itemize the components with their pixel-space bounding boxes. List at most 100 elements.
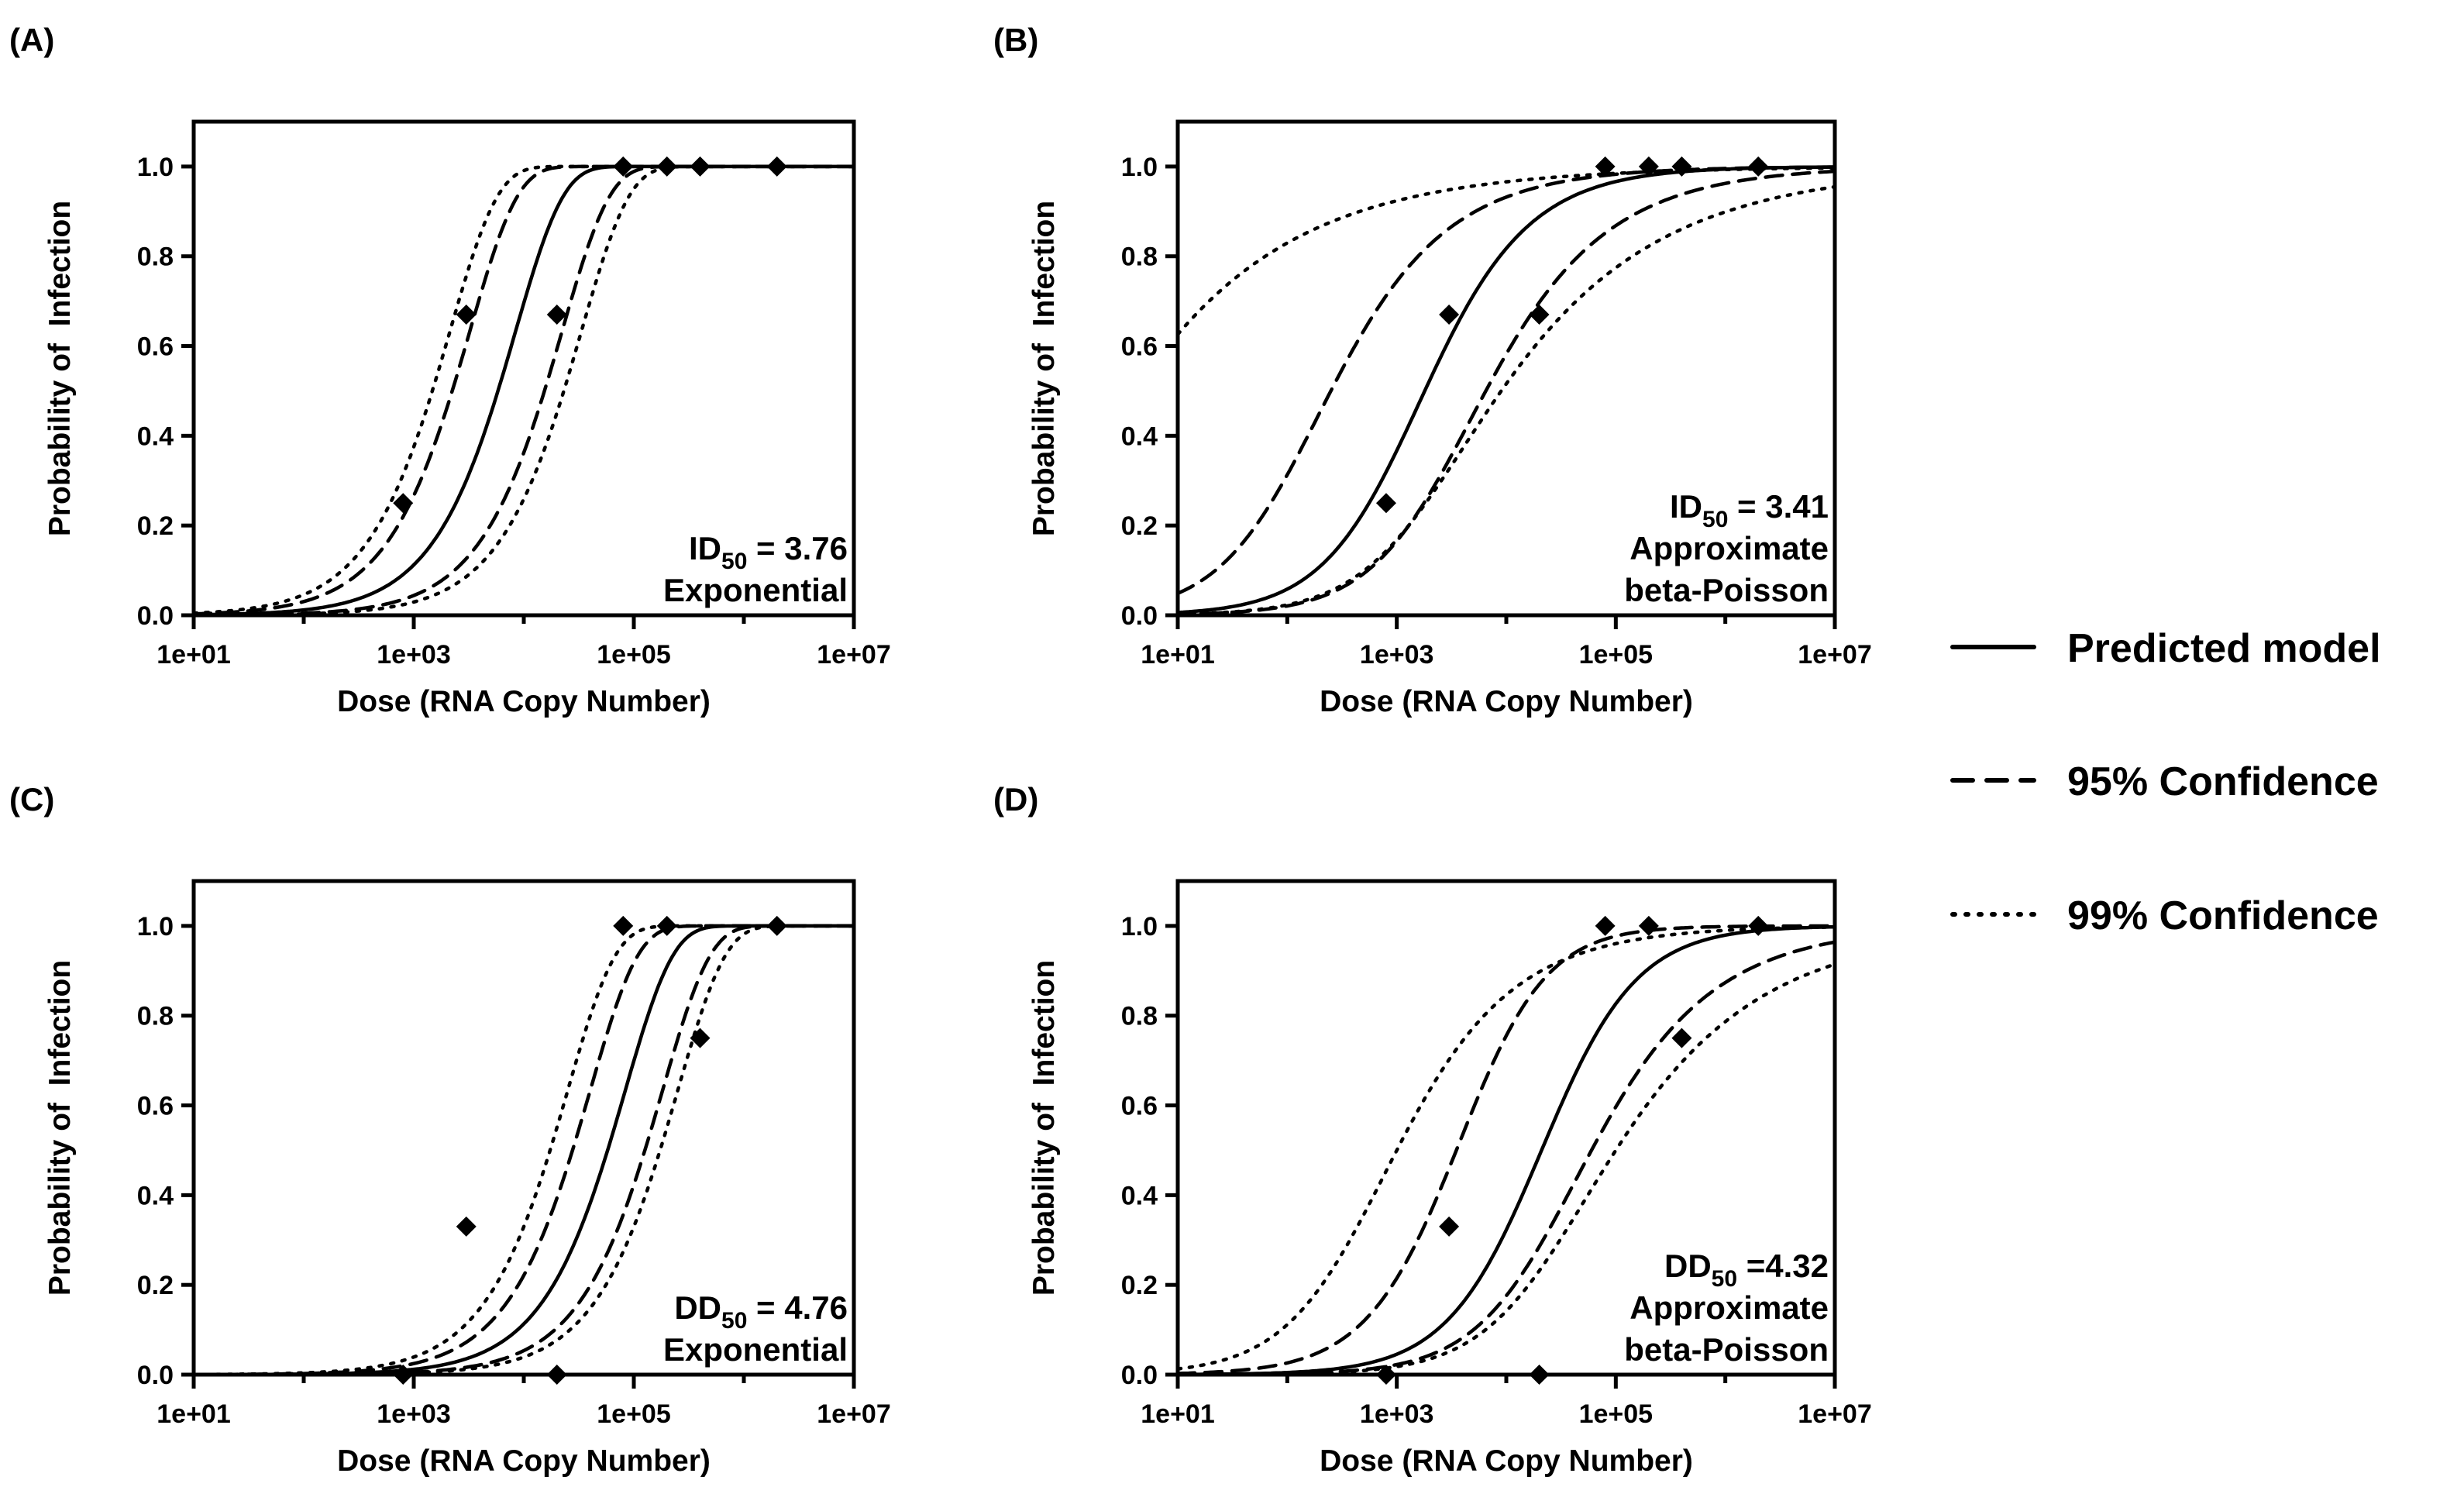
data-point — [766, 156, 787, 177]
data-point — [546, 1365, 567, 1385]
annotation-metric: ID50 = 3.76 — [689, 530, 848, 574]
legend-label: Predicted model — [2067, 626, 2381, 671]
y-tick-label: 0.6 — [1121, 1092, 1158, 1121]
y-tick-label: 0.2 — [1121, 1271, 1158, 1300]
y-tick-label: 0.0 — [1121, 601, 1158, 631]
chart-panel: (B) 0.0 0.2 0.4 0.6 0.8 1.0 1e+01 1e+03 1e+05 1e+0… — [993, 22, 1872, 718]
y-tick-label: 0.0 — [137, 1361, 174, 1390]
annotation-prefix: DD — [1664, 1248, 1712, 1284]
y-tick-label: 0.2 — [1121, 511, 1158, 541]
x-axis-title: Dose (RNA Copy Number) — [337, 685, 711, 718]
predicted-model-line — [1178, 924, 1835, 1375]
data-point — [1638, 915, 1659, 936]
x-tick-label: 1e+03 — [377, 640, 451, 669]
y-tick-label: 0.0 — [1121, 1361, 1158, 1390]
panel-label: (A) — [9, 22, 54, 58]
predicted-model-line — [194, 164, 854, 615]
x-tick-label: 1e+01 — [1141, 640, 1215, 669]
data-point — [613, 915, 634, 936]
x-tick-label: 1e+07 — [1798, 640, 1872, 669]
data-point — [1595, 915, 1616, 936]
y-tick-label: 0.6 — [137, 332, 174, 362]
data-point — [1748, 156, 1769, 177]
x-axis-title: Dose (RNA Copy Number) — [1320, 1444, 1693, 1478]
legend-label: 99% Confidence — [2067, 893, 2379, 938]
x-tick-label: 1e+01 — [157, 1399, 231, 1429]
y-axis-title: Probability of Infection — [43, 960, 77, 1296]
x-tick-label: 1e+03 — [1360, 1399, 1434, 1429]
data-point — [690, 1027, 711, 1048]
data-point — [393, 1365, 414, 1385]
y-axis-title: Probability of Infection — [1027, 960, 1061, 1296]
x-axis-title: Dose (RNA Copy Number) — [1320, 685, 1693, 718]
annotation-value: = 4.76 — [747, 1289, 848, 1326]
y-tick-label: 0.8 — [1121, 243, 1158, 272]
data-point — [1529, 1365, 1550, 1385]
data-point — [456, 305, 477, 325]
annotation-model: Exponential — [663, 1331, 848, 1368]
data-point — [1439, 1216, 1460, 1237]
x-tick-label: 1e+05 — [1579, 1399, 1654, 1429]
annotation-value: = 3.41 — [1728, 488, 1829, 525]
annotation-model: Exponential — [663, 572, 848, 608]
y-tick-label: 0.2 — [137, 511, 174, 541]
annotation-subscript: 50 — [721, 1308, 747, 1334]
chart-panel: (C) 0.0 0.2 0.4 0.6 0.8 1.0 1e+01 1e+03 1e+05 1e+0… — [9, 781, 891, 1478]
y-tick-label: 0.0 — [137, 601, 174, 631]
ci99-upper-line — [1178, 925, 1835, 1371]
y-axis-title: Probability of Infection — [1027, 201, 1061, 536]
panel-label: (D) — [993, 781, 1038, 818]
x-tick-label: 1e+03 — [377, 1399, 451, 1429]
legend: Predicted model 95% Confidence 99% Confide… — [1950, 626, 2381, 938]
data-point — [393, 493, 414, 514]
x-tick-label: 1e+05 — [597, 1399, 671, 1429]
x-tick-label: 1e+01 — [1141, 1399, 1215, 1429]
x-tick-label: 1e+03 — [1360, 640, 1434, 669]
data-point — [1439, 305, 1460, 325]
y-tick-label: 1.0 — [137, 153, 174, 182]
ci95-lower-line — [1178, 169, 1835, 615]
annotation-subscript: 50 — [1702, 507, 1728, 532]
x-tick-label: 1e+07 — [817, 640, 891, 669]
panel-label: (C) — [9, 781, 54, 818]
data-point — [456, 1216, 477, 1237]
annotation-model: Approximate — [1629, 1289, 1829, 1326]
y-tick-label: 0.8 — [137, 1002, 174, 1031]
y-tick-label: 0.4 — [1121, 422, 1158, 451]
y-axis-title: Probability of Infection — [43, 201, 77, 536]
data-point — [1595, 156, 1616, 177]
data-point — [546, 305, 567, 325]
annotation-value: =4.32 — [1737, 1248, 1829, 1284]
data-point — [766, 915, 787, 936]
annotation-model-2: beta-Poisson — [1624, 572, 1829, 608]
x-tick-label: 1e+07 — [817, 1399, 891, 1429]
data-point — [1529, 305, 1550, 325]
data-point — [1671, 156, 1692, 177]
data-point — [1748, 915, 1769, 936]
y-tick-label: 0.8 — [137, 243, 174, 272]
x-axis-title: Dose (RNA Copy Number) — [337, 1444, 711, 1478]
x-tick-label: 1e+01 — [157, 640, 231, 669]
curve-group — [194, 164, 854, 615]
annotation-metric: ID50 = 3.41 — [1670, 488, 1829, 532]
y-tick-label: 0.6 — [1121, 332, 1158, 362]
chart-panel: (A) 0.0 0.2 0.4 0.6 0.8 1.0 1e+01 1e+03 1e+05 1e+0… — [9, 22, 891, 718]
data-point — [1375, 1365, 1396, 1385]
y-tick-label: 1.0 — [1121, 912, 1158, 941]
data-point — [1671, 1027, 1692, 1048]
curve-group — [1178, 165, 1835, 615]
ci99-lower-line — [1178, 184, 1835, 615]
y-tick-label: 0.8 — [1121, 1002, 1158, 1031]
annotation-subscript: 50 — [1712, 1266, 1737, 1292]
y-tick-label: 0.4 — [137, 422, 174, 451]
annotation-model: Approximate — [1629, 530, 1829, 566]
data-point — [690, 156, 711, 177]
legend-label: 95% Confidence — [2067, 759, 2379, 804]
annotation-model-2: beta-Poisson — [1624, 1331, 1829, 1368]
y-tick-label: 0.6 — [137, 1092, 174, 1121]
annotation-prefix: ID — [689, 530, 721, 566]
predicted-model-line — [1178, 165, 1835, 614]
y-tick-label: 0.4 — [137, 1181, 174, 1210]
x-tick-label: 1e+05 — [597, 640, 671, 669]
data-point — [613, 156, 634, 177]
